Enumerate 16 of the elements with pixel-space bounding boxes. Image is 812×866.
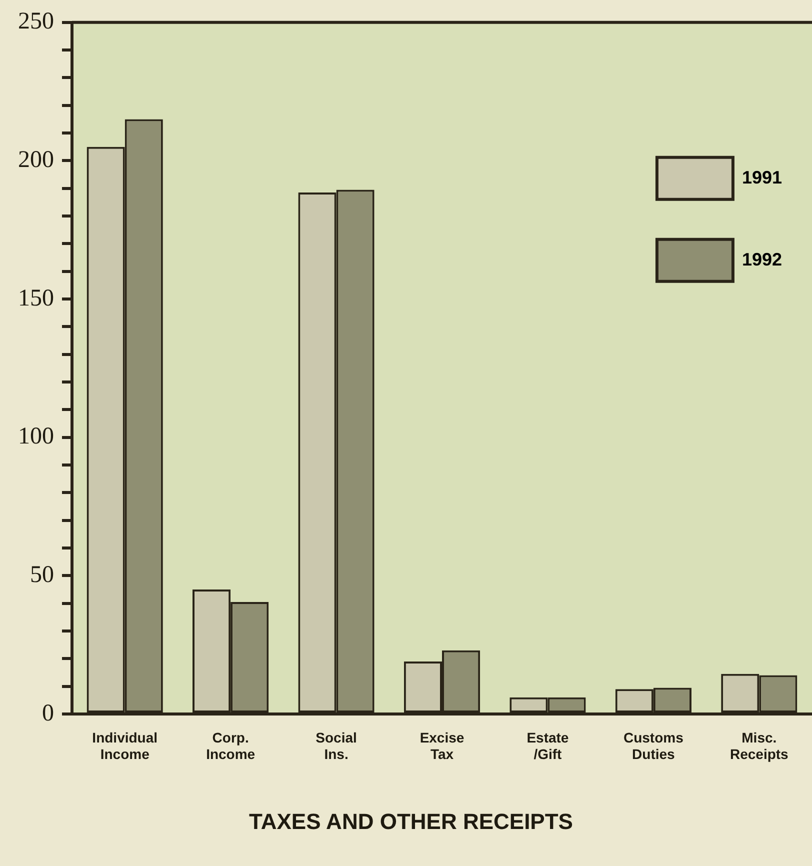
y-tick-label: 100 bbox=[18, 424, 54, 450]
legend-label: 1992 bbox=[742, 249, 782, 270]
x-tick-label: Corp. Income bbox=[206, 729, 256, 762]
x-tick-label: Estate /Gift bbox=[526, 729, 569, 762]
x-tick-label: Individual Income bbox=[92, 729, 158, 762]
y-tick-label: 200 bbox=[18, 147, 54, 174]
x-tick-label: Social Ins. bbox=[316, 729, 357, 762]
x-tick-label: Excise Tax bbox=[420, 729, 464, 762]
x-tick-label: Misc. Receipts bbox=[730, 729, 789, 762]
legend-label: 1991 bbox=[742, 167, 782, 188]
y-tick-label: 250 bbox=[18, 8, 54, 35]
y-tick-label: 0 bbox=[42, 700, 54, 726]
y-tick-label: 50 bbox=[30, 562, 54, 588]
y-tick-label: 150 bbox=[18, 285, 54, 312]
text: TAXES AND OTHER RECEIPTS bbox=[249, 808, 573, 834]
x-tick-label: Customs Duties bbox=[623, 729, 684, 762]
